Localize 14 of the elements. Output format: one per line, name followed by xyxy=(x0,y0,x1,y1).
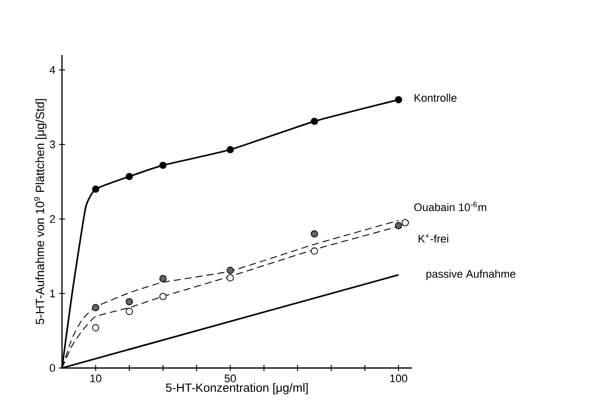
x-tick-label: 100 xyxy=(390,374,408,382)
x-tick-label: 10 xyxy=(90,374,102,382)
y-tick-label: 2 xyxy=(50,215,55,223)
y-tick-label: 4 xyxy=(50,66,56,74)
text: passive Aufnahme xyxy=(426,270,516,280)
series-label: K$^{+}$-frei xyxy=(418,234,448,243)
y-axis-title: 5-HT-Aufnahme von 10$^{9}$ Plättchen [μg/Std] xyxy=(34,99,47,324)
y-tick-label: 3 xyxy=(50,140,55,148)
series-label: Kontrolle xyxy=(414,94,456,102)
y-tick-label: 0 xyxy=(50,364,56,372)
series-label: Ouabain 10$^{-6}$m xyxy=(414,202,486,212)
y-tick-label: 1 xyxy=(50,290,55,298)
x-tick-label: 50 xyxy=(224,374,236,382)
x-axis-title: 5-HT-Konzentration [μg/ml] xyxy=(166,383,308,394)
